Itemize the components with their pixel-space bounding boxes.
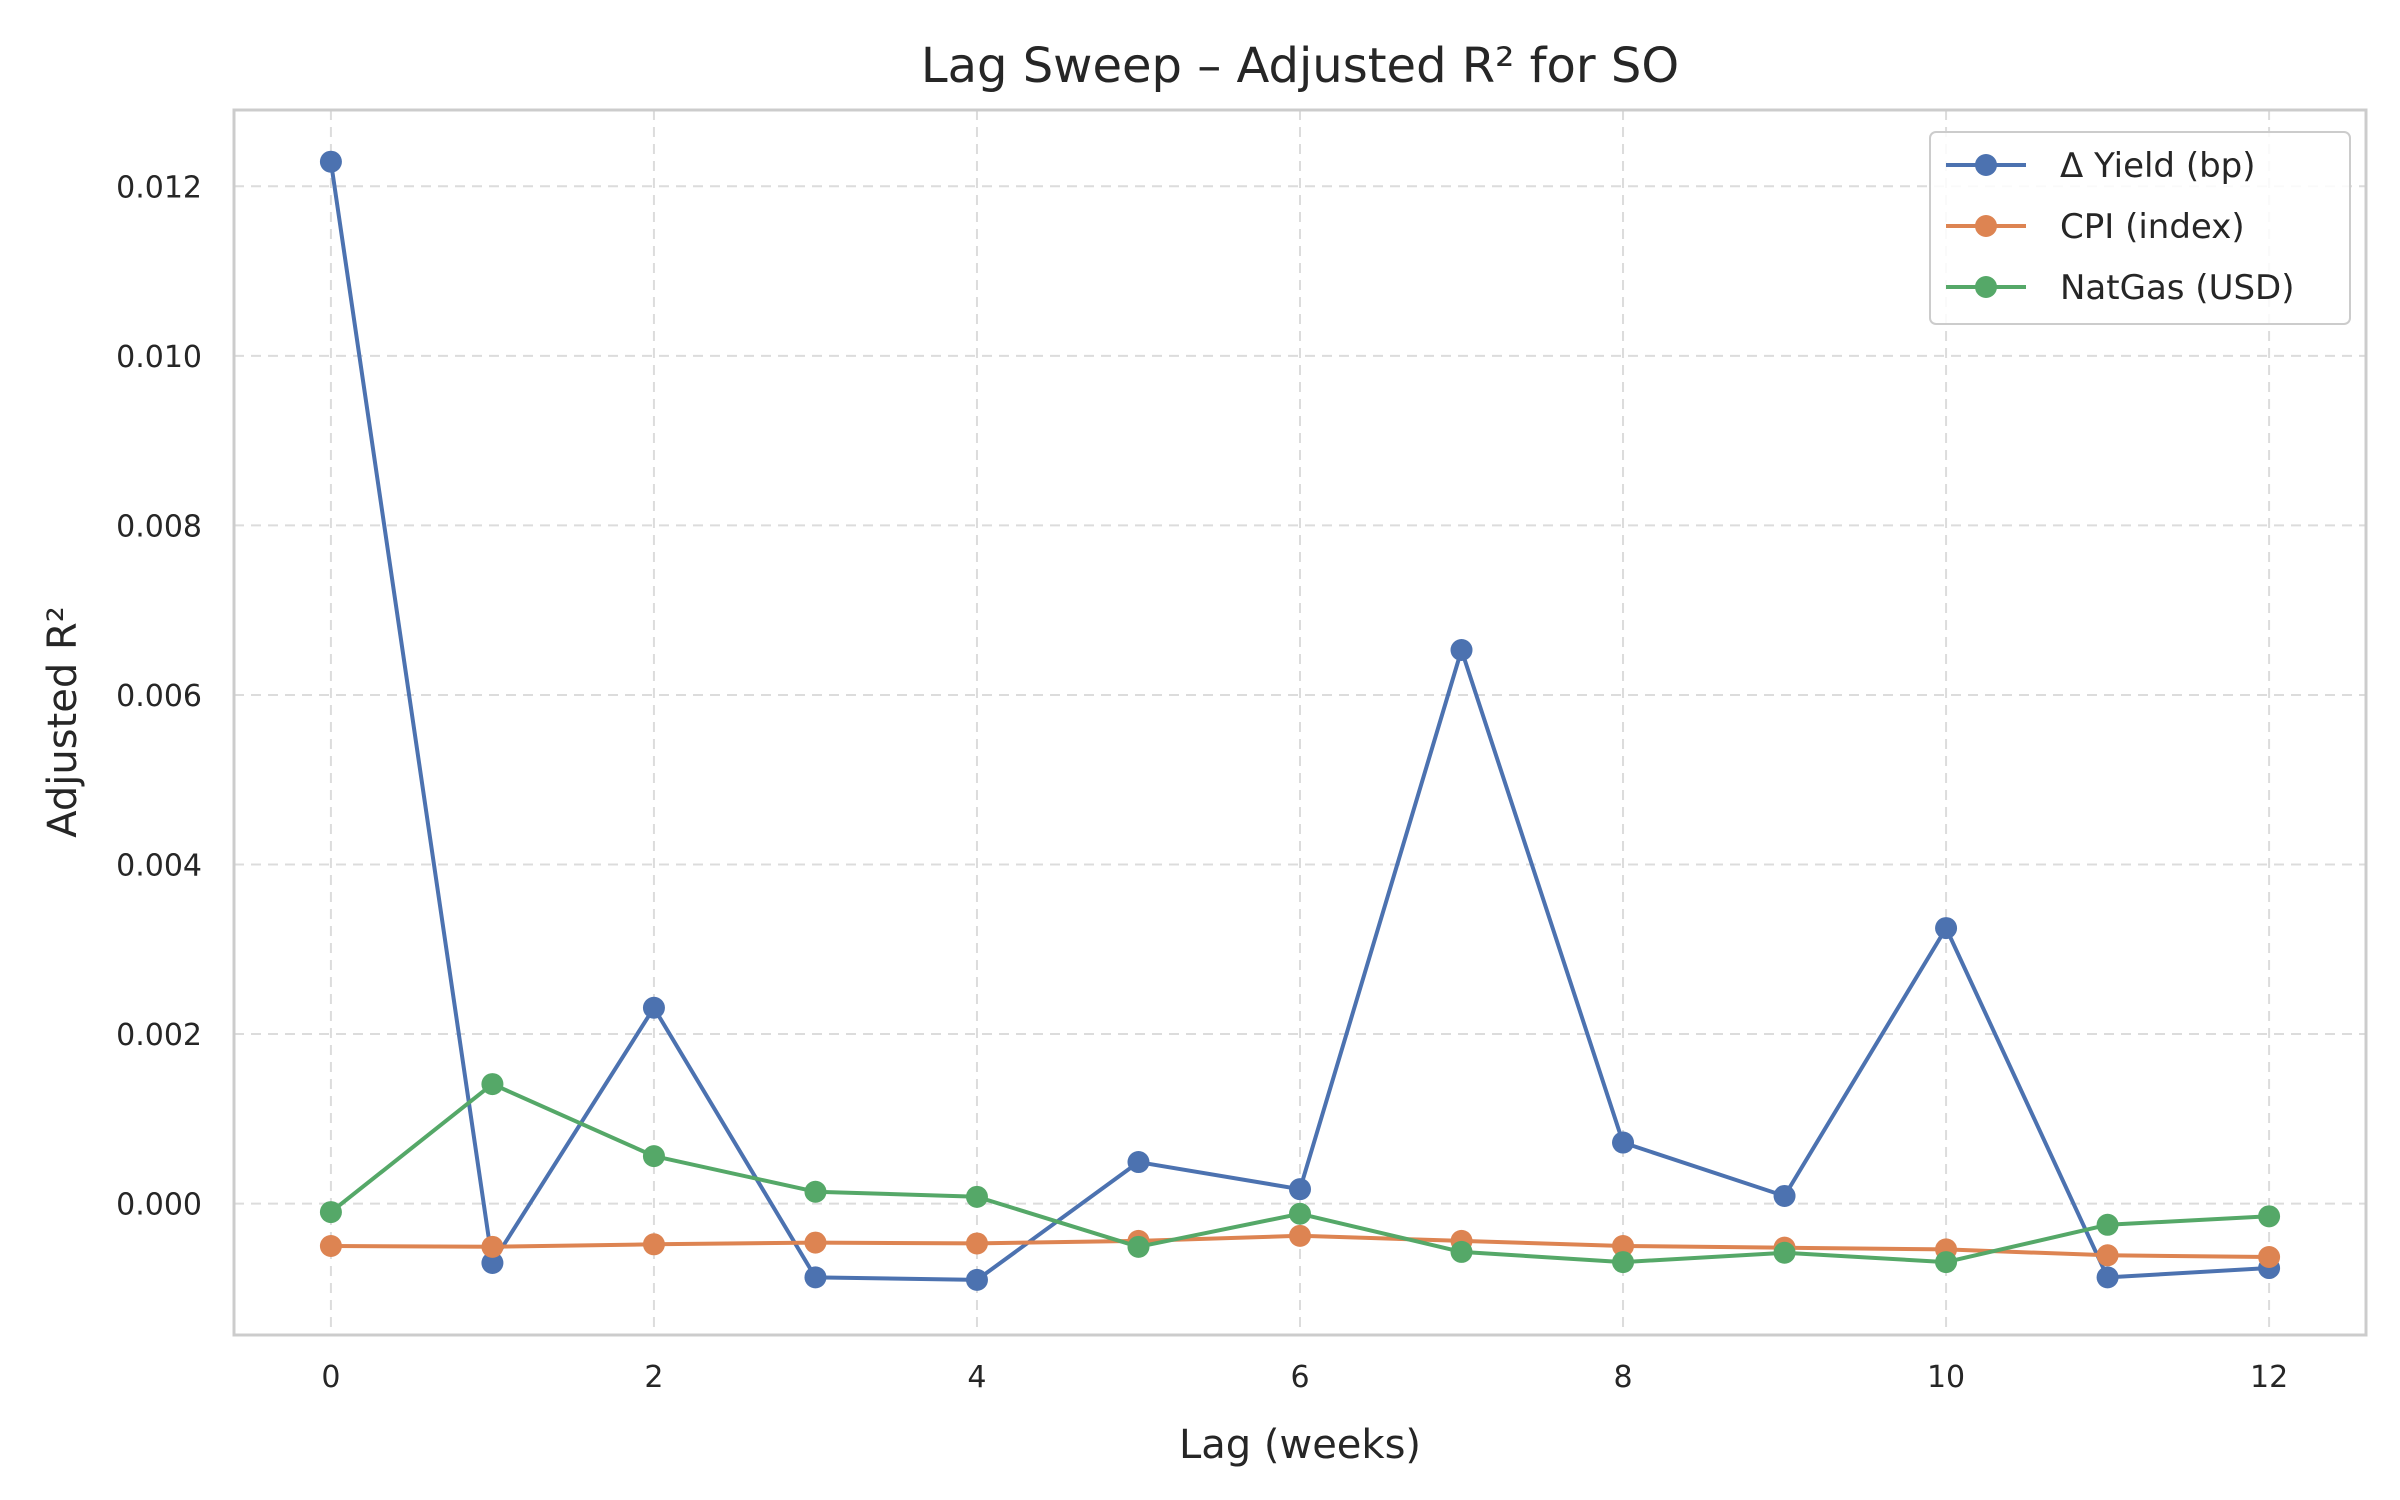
data-point (319, 150, 342, 173)
x-tick-label: 6 (1290, 1360, 1309, 1395)
data-point (2258, 1246, 2281, 1269)
data-point (1773, 1184, 1796, 1207)
data-point (1450, 639, 1473, 662)
y-tick-label: 0.012 (116, 170, 202, 205)
data-point (1612, 1131, 1635, 1154)
series-0 (319, 150, 2281, 1291)
y-tick-label: 0.004 (116, 848, 202, 883)
data-point (804, 1180, 827, 1203)
x-tick-label: 4 (967, 1360, 986, 1395)
chart-title: Lag Sweep – Adjusted R² for SO (921, 38, 1679, 94)
y-tick-label: 0.006 (116, 679, 202, 714)
data-point (1612, 1251, 1635, 1274)
y-tick-label: 0.010 (116, 340, 202, 375)
legend-entry-delta-yield: Δ Yield (bp) (1946, 146, 2256, 186)
x-axis-label: Lag (weeks) (1179, 1422, 1421, 1468)
legend-marker-delta-yield (1975, 154, 1997, 176)
data-point (642, 1145, 665, 1168)
x-tick-label: 10 (1927, 1360, 1965, 1395)
data-point (481, 1073, 504, 1096)
data-point (1289, 1178, 1311, 1201)
data-point (481, 1251, 504, 1274)
data-point (2258, 1205, 2281, 1228)
data-point (1612, 1234, 1635, 1257)
y-tick-label: 0.000 (116, 1188, 202, 1223)
y-axis-label: Adjusted R² (40, 606, 86, 838)
data-point (965, 1185, 988, 1208)
data-point (2096, 1266, 2119, 1289)
data-point (965, 1232, 988, 1255)
x-tick-label: 12 (2250, 1360, 2288, 1395)
data-point (642, 996, 665, 1019)
legend-label-delta-yield: Δ Yield (bp) (2060, 146, 2256, 186)
data-point (965, 1268, 988, 1291)
legend-box (1929, 131, 2351, 325)
legend-marker-natgas (1975, 276, 1997, 298)
data-point (642, 1233, 665, 1256)
plot-frame (232, 108, 2368, 1337)
x-tick-label: 0 (321, 1360, 340, 1395)
data-point (2096, 1213, 2119, 1236)
data-point (1773, 1241, 1796, 1264)
series-2 (319, 1073, 2281, 1274)
legend-label-natgas: NatGas (USD) (2060, 268, 2294, 308)
legend-entry-natgas: NatGas (USD) (1946, 268, 2294, 308)
data-point (804, 1266, 827, 1289)
series-layer (319, 150, 2281, 1291)
y-tick-label: 0.002 (116, 1018, 202, 1053)
data-point (804, 1231, 827, 1254)
legend-marker-cpi (1975, 215, 1997, 237)
data-point (1127, 1235, 1150, 1258)
data-point (1450, 1240, 1473, 1263)
data-point (1127, 1151, 1150, 1174)
data-point (1289, 1224, 1311, 1247)
x-tick-label: 8 (1613, 1360, 1632, 1395)
data-point (1289, 1202, 1311, 1225)
data-point (319, 1234, 342, 1257)
data-point (1935, 1251, 1958, 1274)
legend-entry-cpi: CPI (index) (1946, 207, 2245, 247)
tick-labels: 0 2 4 6 8 10 12 0.000 0.002 0.004 0.006 0.008 0.010 0… (116, 170, 2288, 1395)
data-point (319, 1201, 342, 1224)
y-tick-label: 0.008 (116, 509, 202, 544)
data-point (1935, 917, 1958, 940)
data-point (2096, 1244, 2119, 1267)
x-tick-label: 2 (644, 1360, 663, 1395)
data-point (481, 1235, 504, 1258)
legend: Δ Yield (bp) CPI (index) NatGas (USD) (1929, 131, 2351, 325)
legend-label-cpi: CPI (index) (2060, 207, 2245, 247)
